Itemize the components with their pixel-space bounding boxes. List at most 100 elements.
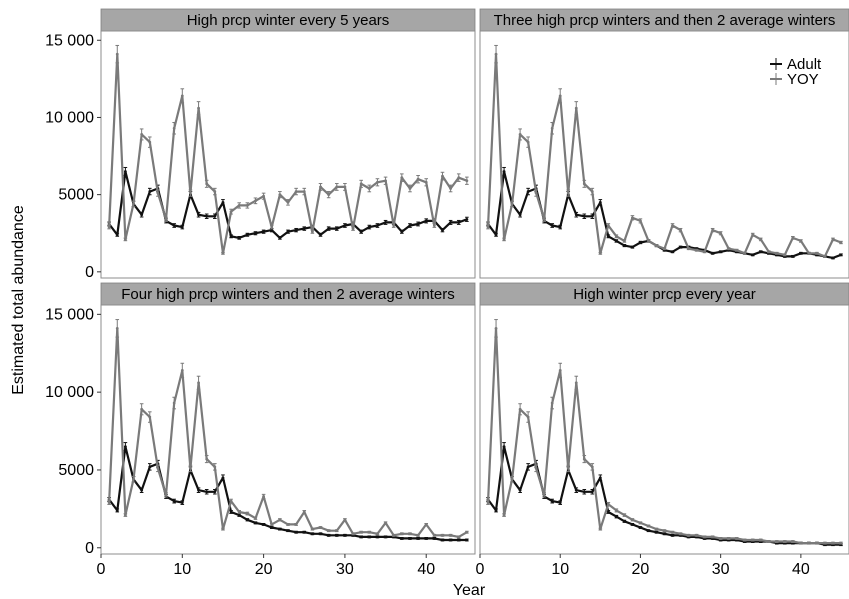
panel-1-yoy-point-18 xyxy=(245,202,250,209)
data-point xyxy=(384,521,387,525)
panel-2-yoy-point-11 xyxy=(566,189,571,197)
data-point xyxy=(327,529,331,533)
panel-3-yoy-point-44 xyxy=(456,535,461,539)
data-point xyxy=(221,476,225,480)
data-point xyxy=(245,512,249,515)
panel-2-yoy-point-14 xyxy=(590,187,595,196)
data-point xyxy=(432,537,436,540)
panel-2-yoy-point-18 xyxy=(622,239,627,243)
data-point xyxy=(695,248,698,252)
data-point xyxy=(400,176,404,180)
data-point xyxy=(189,191,192,195)
data-point xyxy=(408,187,412,190)
data-point xyxy=(367,187,371,190)
panel-3-adult-point-20 xyxy=(261,522,266,526)
panel-3-yoy-point-4 xyxy=(131,476,136,483)
data-point xyxy=(465,217,469,221)
data-point xyxy=(550,499,554,503)
panel-1-adult-point-22 xyxy=(278,236,282,240)
data-point xyxy=(759,538,763,542)
panel-1-yoy-point-39 xyxy=(416,174,420,184)
panel-3-yoy-point-23 xyxy=(286,522,290,526)
panel-2-yoy-point-32 xyxy=(734,248,739,252)
panel-3-adult-point-5 xyxy=(139,487,144,493)
data-point xyxy=(197,488,200,492)
panel-2-yoy-point-3 xyxy=(502,237,506,242)
data-point xyxy=(229,510,233,514)
legend: Adult YOY xyxy=(770,56,822,88)
data-point xyxy=(767,540,771,543)
panel-1-yoy-point-31 xyxy=(351,226,355,231)
data-point xyxy=(123,513,127,517)
x-tick-label: 10 xyxy=(173,561,191,578)
panel-4-yoy-point-16 xyxy=(606,501,611,507)
panel-3-adult-point-39 xyxy=(416,537,420,540)
data-point xyxy=(457,176,461,180)
data-point xyxy=(783,540,787,543)
data-point xyxy=(727,537,731,540)
panel-4-yoy-point-27 xyxy=(694,533,699,537)
panel-2-yoy-point-1 xyxy=(486,224,490,230)
panel-3-adult-point-24 xyxy=(294,530,298,534)
data-point xyxy=(494,326,498,330)
data-point xyxy=(582,490,586,494)
legend-label-adult: Adult xyxy=(787,56,822,73)
data-point xyxy=(502,238,506,241)
panel-2-adult-point-35 xyxy=(758,250,763,254)
panel-1-title: High prcp winter every 5 years xyxy=(187,12,390,29)
panel-2-yoy-point-15 xyxy=(598,251,603,255)
data-point xyxy=(294,523,298,526)
panel-2-adult-point-18 xyxy=(622,244,627,248)
panel-4-yoy-point-44 xyxy=(831,541,835,545)
data-point xyxy=(719,231,723,235)
panel-4-adult-point-24 xyxy=(670,533,675,537)
panel-3-adult-point-32 xyxy=(359,535,363,539)
panel-2-yoy-point-45 xyxy=(839,240,843,245)
panel-3-yoy-point-27 xyxy=(318,526,323,529)
data-point xyxy=(221,251,225,255)
data-point xyxy=(164,493,168,497)
panel-1-adult-point-40 xyxy=(424,218,429,224)
panel-1-yoy-point-41 xyxy=(432,223,437,228)
panel-2-yoy-point-26 xyxy=(686,247,691,251)
data-point xyxy=(343,533,347,537)
data-point xyxy=(518,488,522,492)
data-point xyxy=(132,477,135,481)
panel-4-yoy-point-24 xyxy=(670,530,675,534)
panel-1-adult-point-37 xyxy=(400,229,404,234)
data-point xyxy=(319,526,322,529)
data-point xyxy=(679,245,682,249)
panel-3-adult-point-37 xyxy=(400,537,404,540)
data-point xyxy=(180,225,184,229)
data-point xyxy=(376,180,379,184)
data-point xyxy=(310,532,314,536)
panel-1-yoy-point-23 xyxy=(286,199,290,206)
panel-2-yoy-point-42 xyxy=(815,251,819,255)
panel-3-adult-point-42 xyxy=(440,538,445,542)
data-point xyxy=(441,538,444,542)
panel-4-yoy-point-9 xyxy=(550,396,554,410)
data-point xyxy=(526,190,530,193)
panel-4-yoy-point-14 xyxy=(590,463,595,471)
panel-4-yoy-point-40 xyxy=(799,541,803,545)
panel-2-yoy-point-37 xyxy=(775,251,779,255)
data-point xyxy=(590,214,594,218)
data-point xyxy=(400,230,404,234)
panel-4-adult-point-2 xyxy=(494,508,498,513)
panel-3-yoy-point-9 xyxy=(172,396,176,410)
data-point xyxy=(408,224,412,227)
data-point xyxy=(550,401,554,405)
data-point xyxy=(518,213,522,217)
panel-1-adult-point-25 xyxy=(302,226,307,231)
panel-2-yoy-point-10 xyxy=(558,88,563,104)
panel-3-yoy-point-28 xyxy=(326,529,331,533)
data-point xyxy=(140,133,144,136)
panel-2-adult-point-16 xyxy=(606,234,611,239)
panel-4-yoy-point-37 xyxy=(775,540,779,543)
data-point xyxy=(107,225,111,229)
data-point xyxy=(294,190,298,193)
data-point xyxy=(703,535,707,539)
data-point xyxy=(550,126,554,130)
panel-1-yoy-point-3 xyxy=(123,237,128,242)
